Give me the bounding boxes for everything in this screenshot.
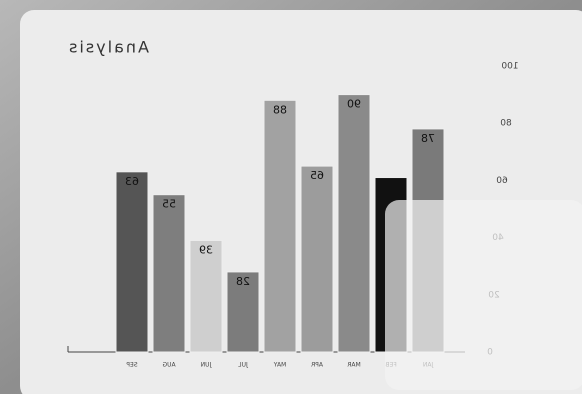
- data-label: 55: [162, 198, 176, 211]
- y-tick-label: 60: [496, 176, 508, 186]
- x-tick-label: MAR: [347, 362, 360, 369]
- bar: [226, 271, 260, 353]
- data-label: 63: [125, 175, 139, 188]
- x-tick-label: APR: [311, 362, 323, 369]
- bar: [152, 194, 186, 353]
- x-tick-label: SEP: [126, 362, 138, 369]
- x-tick-label: JUL: [238, 362, 249, 369]
- y-tick-label: 100: [501, 62, 518, 72]
- data-label: 39: [199, 243, 213, 256]
- x-tick-label: JUN: [201, 362, 213, 369]
- data-label: 28: [236, 275, 250, 288]
- x-tick-label: AUG: [162, 362, 175, 369]
- data-label: 78: [421, 132, 435, 145]
- bar: [337, 94, 371, 353]
- chart-title: Analysis: [67, 38, 149, 57]
- overlay-panel: [385, 200, 582, 390]
- bar: [263, 99, 297, 353]
- data-label: 90: [347, 98, 361, 111]
- data-label: 65: [310, 169, 324, 182]
- bar: [189, 239, 223, 353]
- x-tick-label: MAY: [273, 362, 286, 369]
- data-label: 88: [273, 103, 287, 116]
- bar: [300, 165, 334, 353]
- bar: [115, 171, 149, 353]
- y-tick-label: 80: [500, 119, 512, 129]
